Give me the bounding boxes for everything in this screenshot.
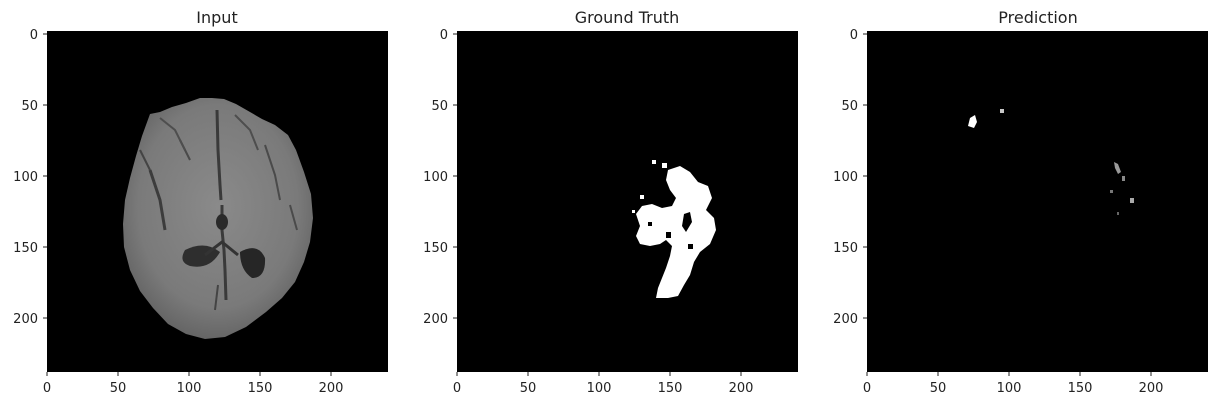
x-tick-label: 0 — [43, 381, 51, 396]
x-tick-label: 150 — [658, 381, 683, 396]
x-tick-label: 150 — [248, 381, 273, 396]
ground-truth-image-frame — [457, 31, 798, 372]
panel-input: Input — [13, 8, 388, 396]
y-tick-label: 100 — [833, 170, 858, 185]
x-tick-label: 100 — [587, 381, 612, 396]
y-tick-label: 100 — [423, 170, 448, 185]
y-tick-label: 150 — [833, 241, 858, 256]
y-tick-label: 0 — [850, 28, 858, 43]
ventricle-right — [240, 248, 266, 278]
ground-truth-x-axis — [456, 372, 742, 376]
x-tick-label: 50 — [930, 381, 947, 396]
x-tick-label: 50 — [520, 381, 537, 396]
prediction-mask — [968, 109, 1134, 215]
y-tick-label: 50 — [21, 99, 38, 114]
prediction-y-axis — [863, 33, 867, 319]
x-tick-label: 200 — [319, 381, 344, 396]
y-tick-label: 100 — [13, 170, 38, 185]
ground-truth-mask — [632, 160, 716, 298]
x-tick-label: 0 — [453, 381, 461, 396]
panel-prediction: Prediction 0 50 100 150 200 0 50 100 — [833, 8, 1208, 396]
y-tick-label: 50 — [841, 99, 858, 114]
y-tick-label: 150 — [13, 241, 38, 256]
x-tick-label: 100 — [997, 381, 1022, 396]
y-tick-label: 50 — [431, 99, 448, 114]
x-tick-label: 50 — [110, 381, 127, 396]
y-tick-label: 200 — [13, 312, 38, 327]
panel-ground-truth: Ground Truth 0 50 100 150 200 — [423, 8, 798, 396]
x-tick-label: 0 — [863, 381, 871, 396]
y-tick-label: 0 — [440, 28, 448, 43]
x-tick-label: 200 — [729, 381, 754, 396]
prediction-x-axis — [866, 372, 1152, 376]
y-tick-label: 0 — [30, 28, 38, 43]
y-tick-label: 200 — [423, 312, 448, 327]
x-tick-label: 200 — [1139, 381, 1164, 396]
y-tick-label: 150 — [423, 241, 448, 256]
x-tick-label: 100 — [177, 381, 202, 396]
panel-title-ground-truth: Ground Truth — [575, 8, 680, 27]
ground-truth-y-axis — [453, 33, 457, 319]
ground-truth-holes — [648, 212, 693, 249]
prediction-image-frame — [867, 31, 1208, 372]
panel-title-input: Input — [196, 8, 237, 27]
ventricle-center — [216, 214, 228, 230]
input-y-axis — [43, 33, 47, 319]
input-brain-image — [123, 98, 313, 339]
input-x-axis — [46, 372, 332, 376]
panel-title-prediction: Prediction — [998, 8, 1077, 27]
y-tick-label: 200 — [833, 312, 858, 327]
x-tick-label: 150 — [1068, 381, 1093, 396]
